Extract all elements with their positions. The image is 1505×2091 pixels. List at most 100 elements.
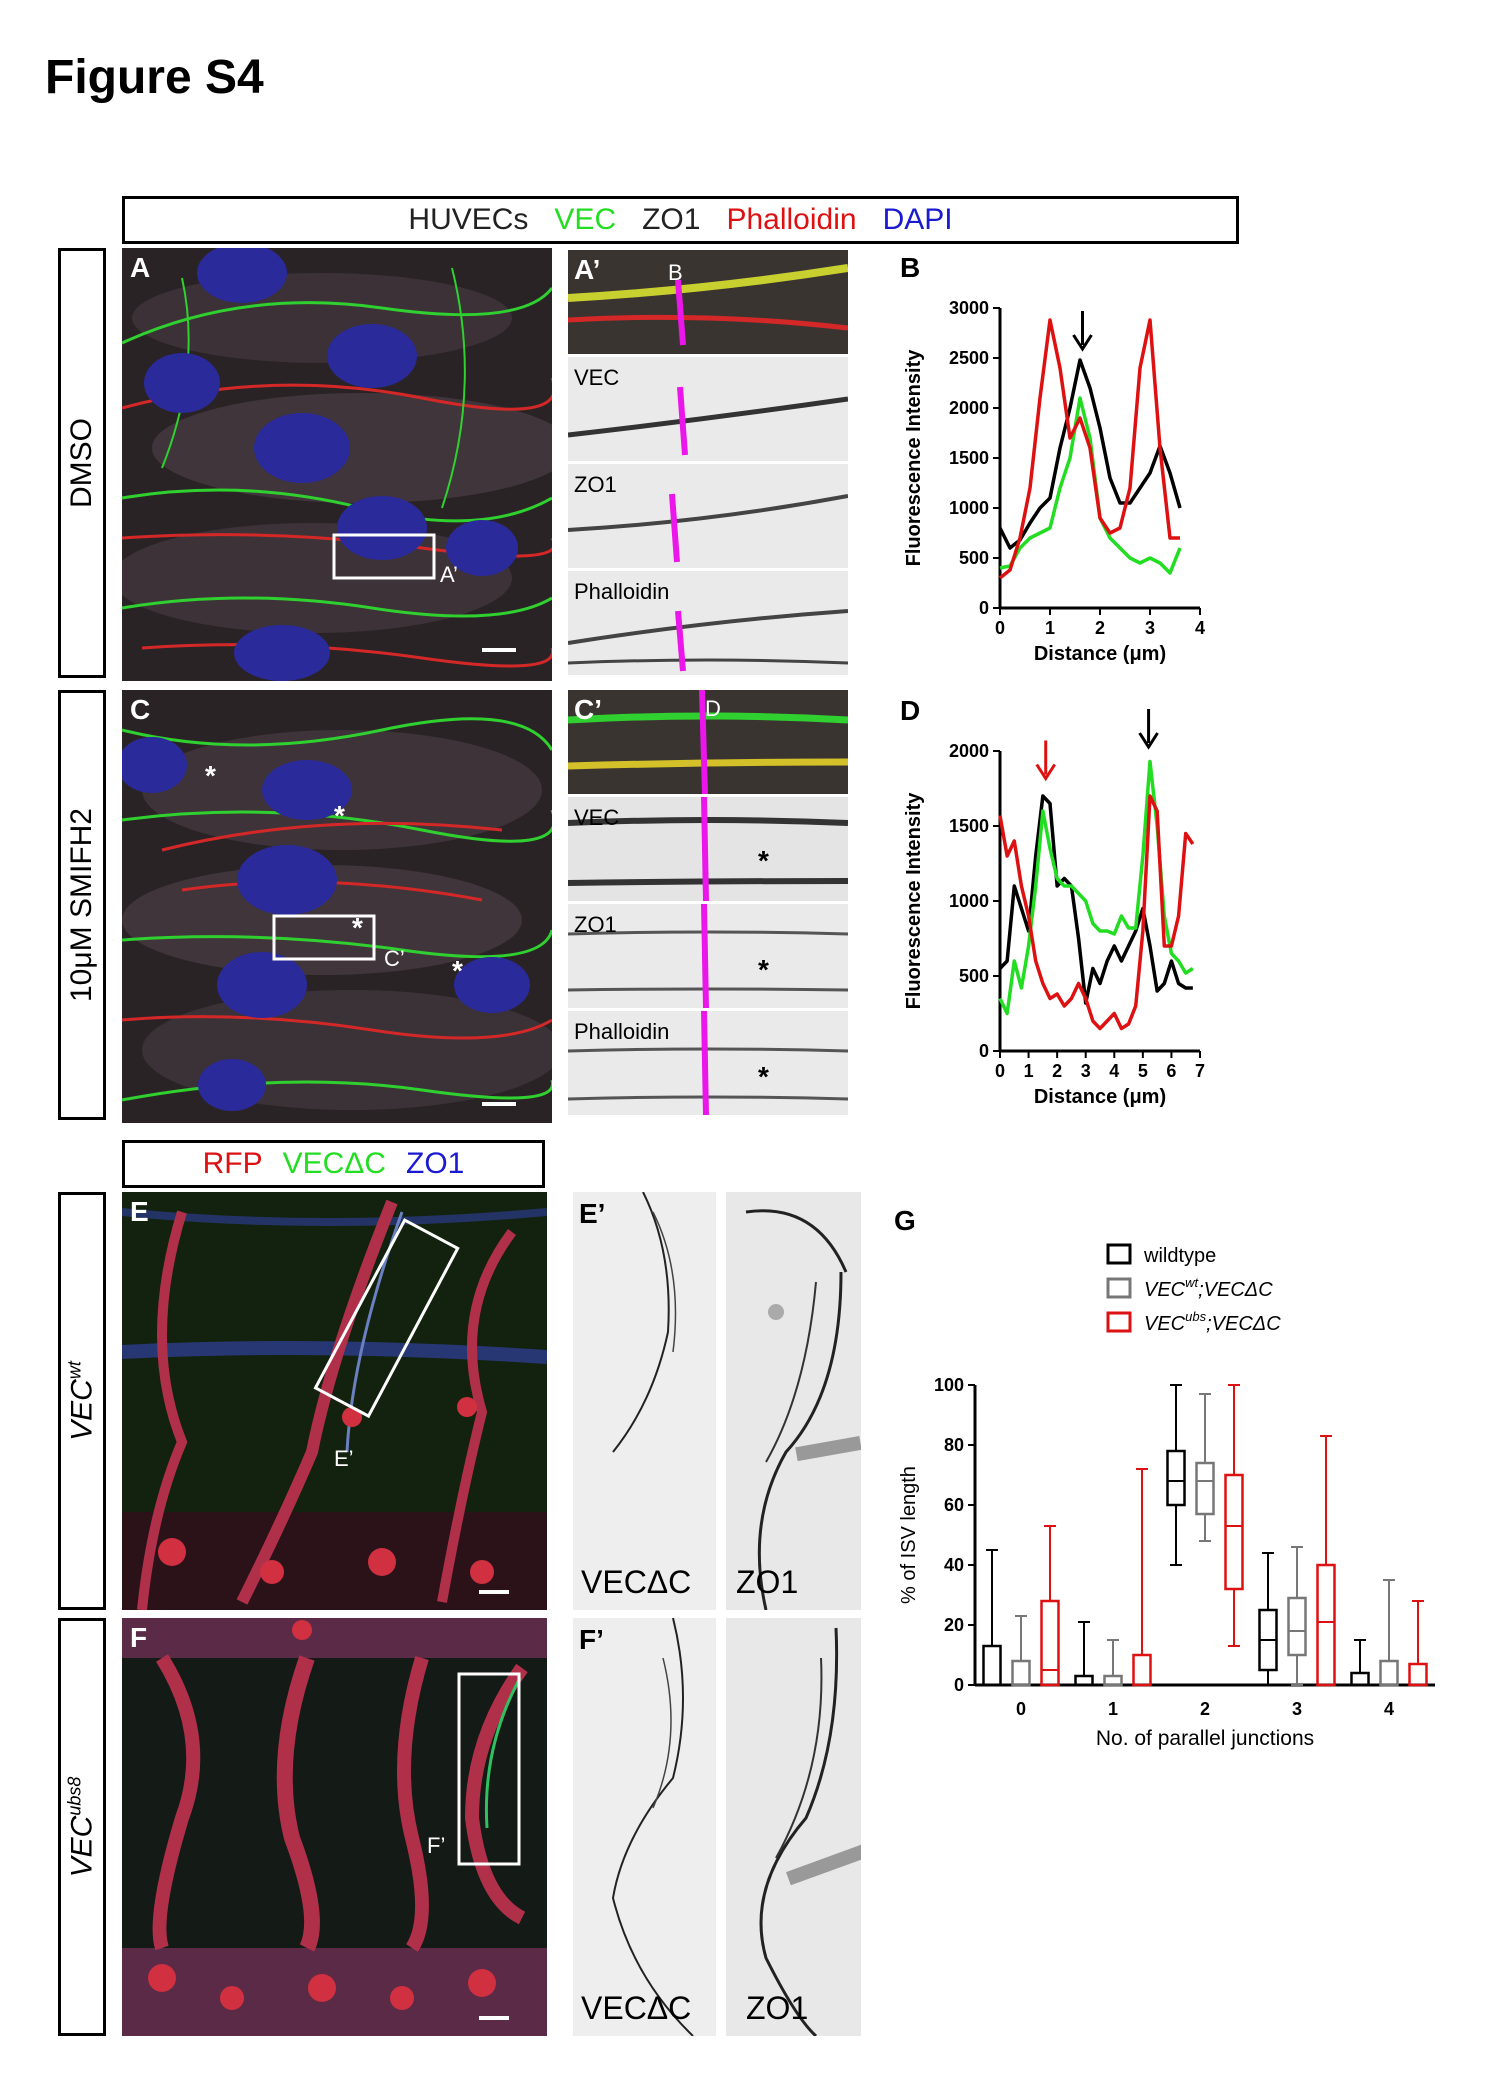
box [1379, 1659, 1399, 1687]
row-label-dmso-text: DMSO [65, 418, 98, 508]
zf-stain-label-0: RFP [202, 1147, 263, 1180]
panel-c-prime-label: C’ [574, 694, 602, 725]
box [1316, 1563, 1336, 1687]
stain-label-2: ZO1 [642, 203, 701, 236]
row-label-vec-wt: VECwt [58, 1192, 106, 1610]
panel-c-prime-merge: C’ D [568, 690, 848, 794]
chart-d-panel-label: D [900, 695, 921, 726]
panel-a-prime-phalloidin: Phalloidin [568, 571, 848, 675]
y-tick-label: 40 [944, 1555, 964, 1575]
chart-g: G 0 20 40 60 80 100% of ISV length No. of para… [880, 1195, 1440, 1765]
caption-e-vec: VECΔC [581, 1564, 692, 1600]
panel-f-micrograph: F F’ [122, 1618, 547, 2036]
chart-g-panel-label: G [894, 1205, 916, 1236]
x-tick-label: 0 [995, 1061, 1005, 1081]
series-line-0 [998, 358, 1182, 550]
box [1350, 1671, 1370, 1687]
arrow-head-0 [1072, 334, 1093, 352]
x-tick-label: 3 [1145, 618, 1155, 638]
line-b-marker: B [668, 260, 683, 285]
y-tick-label: 1500 [949, 816, 989, 836]
y-tick-label: 0 [979, 598, 989, 618]
panel-f-prime-zo1: ZO1 [726, 1618, 861, 2036]
inset-label-vec-a: VEC [574, 365, 620, 390]
panel-e-label: E [130, 1196, 149, 1227]
panel-c-image [122, 690, 552, 1123]
x-tick-label: 1 [1024, 1061, 1034, 1081]
panel-a-box-label: A’ [440, 562, 458, 587]
panel-a-prime-vec: VEC [568, 357, 848, 461]
panel-a-image [122, 248, 552, 681]
y-tick-label: 0 [979, 1041, 989, 1061]
legend-label: VECubs;VECΔC [1144, 1309, 1281, 1335]
legend-swatch [1106, 1277, 1132, 1299]
panel-e-prime-label: E’ [579, 1198, 606, 1229]
panel-c-label: C [130, 694, 151, 725]
panel-a-prime-label: A’ [574, 254, 601, 285]
x-tick-label: 4 [1195, 618, 1205, 638]
legend-swatch [1106, 1311, 1132, 1333]
x-tick-label: 3 [1292, 1699, 1302, 1719]
panel-e-image [122, 1192, 547, 1610]
x-tick-label: 4 [1109, 1061, 1119, 1081]
chart-b: B 0 500 1000 1500 2000 2500 3000 0 1 2 3 4 Distance … [870, 252, 1230, 682]
panel-c-micrograph: C * * * * C’ [122, 690, 552, 1123]
x-tick-label: 2 [1052, 1061, 1062, 1081]
panel-f-label: F [130, 1622, 148, 1653]
panel-c-star-2: * [334, 800, 345, 831]
inset-label-vec-c: VEC [574, 805, 620, 830]
caption-e-zo1: ZO1 [736, 1564, 799, 1600]
panel-f-box-label: F’ [427, 1833, 446, 1858]
legend-label: VECwt;VECΔC [1144, 1275, 1273, 1301]
x-tick-label: 4 [1384, 1699, 1394, 1719]
row-label-vec-ubs8: VECubs8 [58, 1618, 106, 2036]
caption-f-zo1: ZO1 [746, 1990, 809, 2026]
row-label-smifh2-text: 10μM SMIFH2 [65, 808, 98, 1002]
x-axis-label: Distance (μm) [1034, 1086, 1166, 1108]
box [1011, 1659, 1031, 1687]
x-tick-label: 6 [1166, 1061, 1176, 1081]
x-axis-label: No. of parallel junctions [1096, 1727, 1314, 1750]
box [1224, 1473, 1244, 1591]
y-tick-label: 1000 [949, 498, 989, 518]
box [1408, 1662, 1428, 1687]
zf-stain-label-2: ZO1 [406, 1147, 465, 1180]
box [1132, 1653, 1152, 1687]
row-label-dmso: DMSO [58, 248, 106, 678]
y-axis-label: Fluorescence Intensity [903, 349, 925, 567]
series-line-2 [998, 318, 1180, 580]
inset-label-phalloidin-a: Phalloidin [574, 579, 670, 604]
arrow-head-1 [1138, 732, 1159, 750]
y-tick-label: 2000 [949, 741, 989, 761]
stain-label-3: Phalloidin [726, 203, 857, 236]
box [1040, 1599, 1060, 1687]
panel-f-image [122, 1618, 547, 2036]
caption-f-vec: VECΔC [581, 1990, 692, 2026]
y-tick-label: 100 [934, 1375, 964, 1395]
series-line-1 [999, 396, 1182, 575]
inset-label-zo1-a: ZO1 [574, 472, 617, 497]
box [982, 1644, 1002, 1687]
row-label-vec-ubs8-text: VECubs8 [64, 1776, 99, 1878]
panel-a-micrograph: A A’ [122, 248, 552, 681]
series-line-2 [998, 794, 1195, 1031]
panel-c-star-3: * [352, 912, 363, 943]
inset-star-zo1: * [758, 954, 769, 985]
y-tick-label: 1500 [949, 448, 989, 468]
row-label-smifh2: 10μM SMIFH2 [58, 690, 106, 1120]
panel-f-prime-vec: F’ VECΔC [573, 1618, 716, 2036]
y-tick-label: 60 [944, 1495, 964, 1515]
panel-c-prime-phalloidin: Phalloidin * [568, 1011, 848, 1115]
x-tick-label: 1 [1108, 1699, 1118, 1719]
x-tick-label: 0 [1016, 1699, 1026, 1719]
y-tick-label: 500 [959, 966, 989, 986]
chart-d: D 0 500 1000 1500 2000 0 1 2 3 4 5 6 7 Distance (μm) F… [870, 695, 1230, 1125]
panel-a-prime-zo1: ZO1 [568, 464, 848, 568]
stain-label-0: HUVECs [408, 203, 529, 236]
x-tick-label: 1 [1045, 618, 1055, 638]
y-tick-label: 500 [959, 548, 989, 568]
stain-label-4: DAPI [882, 203, 953, 236]
x-tick-label: 5 [1138, 1061, 1148, 1081]
panel-c-prime-zo1: ZO1 * [568, 904, 848, 1008]
